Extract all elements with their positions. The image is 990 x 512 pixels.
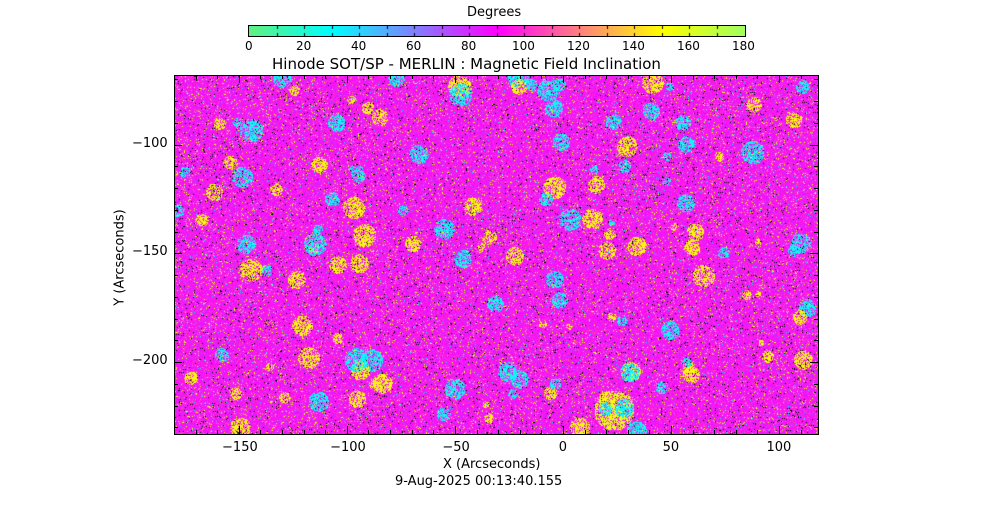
colorbar-tick-label: 80	[461, 39, 477, 53]
colorbar-tick-label: 60	[406, 39, 422, 53]
inclination-map	[174, 75, 818, 434]
colorbar-tick-label: 140	[622, 39, 645, 53]
colorbar-tick-label: 120	[567, 39, 590, 53]
colorbar-tick-label: 40	[351, 39, 367, 53]
colorbar	[248, 25, 746, 37]
chart-title: Hinode SOT/SP - MERLIN : Magnetic Field …	[272, 55, 661, 73]
colorbar-tick-label: 100	[512, 39, 535, 53]
x-axis-label: X (Arcseconds)	[443, 457, 541, 472]
y-tick-label: −200	[132, 353, 168, 369]
x-tick-label: 0	[558, 440, 568, 455]
x-tick-label: −50	[442, 440, 470, 455]
timestamp: 9-Aug-2025 00:13:40.155	[395, 474, 563, 489]
x-tick-label: −100	[330, 440, 366, 455]
x-tick-label: 50	[662, 440, 680, 455]
colorbar-tick-label: 0	[245, 39, 253, 53]
y-axis-label: Y (Arcseconds)	[112, 209, 128, 306]
colorbar-tick-label: 180	[732, 39, 755, 53]
colorbar-tick-label: 160	[677, 39, 700, 53]
x-tick-label: 100	[766, 440, 792, 455]
colorbar-tick-label: 20	[296, 39, 312, 53]
colorbar-label: Degrees	[467, 5, 522, 20]
x-tick-label: −150	[222, 440, 258, 455]
plot-frame	[174, 75, 819, 435]
y-tick-label: −150	[132, 244, 168, 260]
y-tick-label: −100	[132, 135, 168, 151]
